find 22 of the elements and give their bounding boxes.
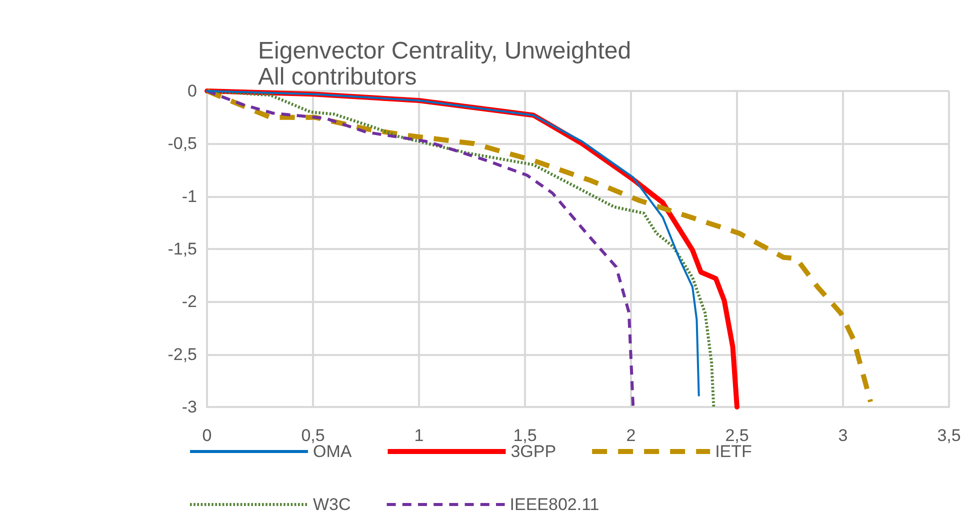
y-tick-label: -0,5 (168, 134, 197, 154)
x-tick-label: 1 (414, 426, 424, 445)
y-tick-label: -2,5 (168, 344, 197, 364)
x-tick-label: 2 (626, 426, 636, 445)
y-tick-label: -1,5 (168, 240, 197, 258)
chart-title: Eigenvector Centrality, Unweighted (258, 38, 632, 64)
legend-label: IETF (715, 442, 752, 461)
legend-label: IEEE802.11 (510, 495, 600, 514)
y-tick-label: -3 (182, 398, 197, 416)
x-tick-label: 3 (838, 426, 848, 445)
chart-subtitle: All contributors (258, 64, 417, 90)
x-tick-label: 2,5 (725, 426, 749, 445)
legend-label: 3GPP (510, 442, 556, 461)
legend-label: OMA (313, 442, 352, 461)
x-tick-label: 0,5 (301, 426, 325, 445)
x-tick-label: 3,5 (937, 426, 961, 445)
y-tick-label: 0 (188, 82, 197, 100)
y-tick-label: -1 (182, 186, 197, 206)
x-tick-label: 1,5 (513, 426, 537, 445)
legend-label: W3C (313, 495, 351, 514)
x-tick-label: 0 (202, 426, 212, 445)
y-tick-label: -2 (182, 292, 197, 312)
